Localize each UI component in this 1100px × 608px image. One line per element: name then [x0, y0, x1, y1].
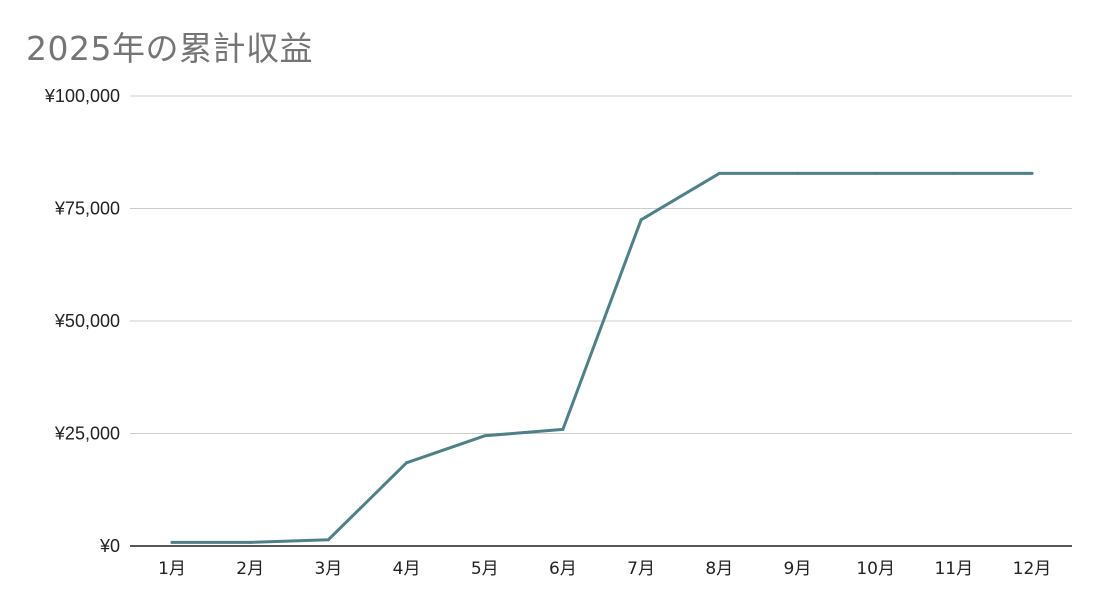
data-point — [483, 434, 487, 438]
data-point — [170, 540, 174, 544]
data-point — [561, 427, 565, 431]
x-tick-label: 4月 — [393, 559, 421, 579]
data-point — [874, 171, 878, 175]
data-point — [717, 171, 721, 175]
data-point — [639, 218, 643, 222]
data-point — [326, 538, 330, 542]
data-point — [1030, 171, 1034, 175]
data-point — [248, 540, 252, 544]
y-tick-label: ¥25,000 — [54, 424, 120, 444]
y-tick-label: ¥100,000 — [44, 86, 120, 106]
x-tick-label: 7月 — [627, 559, 655, 579]
x-tick-label: 2月 — [236, 559, 264, 579]
x-tick-label: 8月 — [705, 559, 733, 579]
x-tick-label: 6月 — [549, 559, 577, 579]
x-tick-label: 10月 — [856, 559, 895, 579]
x-tick-label: 11月 — [934, 559, 973, 579]
gridlines — [130, 95, 1072, 434]
x-tick-label: 9月 — [784, 559, 812, 579]
x-tick-label: 1月 — [158, 559, 186, 579]
series-lines — [170, 171, 1034, 544]
x-tick-label: 12月 — [1013, 559, 1052, 579]
x-tick-label: 5月 — [471, 559, 499, 579]
data-point — [952, 171, 956, 175]
y-tick-label: ¥75,000 — [54, 199, 120, 219]
y-tick-label: ¥0 — [99, 536, 120, 556]
x-axis-tick-labels: 1月 2月 3月 4月 5月 6月 7月 8月 9月 10月 11月 12月 — [158, 559, 1051, 579]
series-line — [170, 171, 1034, 544]
y-tick-label: ¥50,000 — [54, 311, 120, 331]
x-tick-label: 3月 — [314, 559, 342, 579]
data-point — [405, 461, 409, 465]
y-axis-tick-labels: ¥0 ¥25,000 ¥50,000 ¥75,000 ¥100,000 — [44, 86, 120, 556]
chart-title: 2025年の累計収益 — [26, 29, 313, 68]
data-point — [795, 171, 799, 175]
